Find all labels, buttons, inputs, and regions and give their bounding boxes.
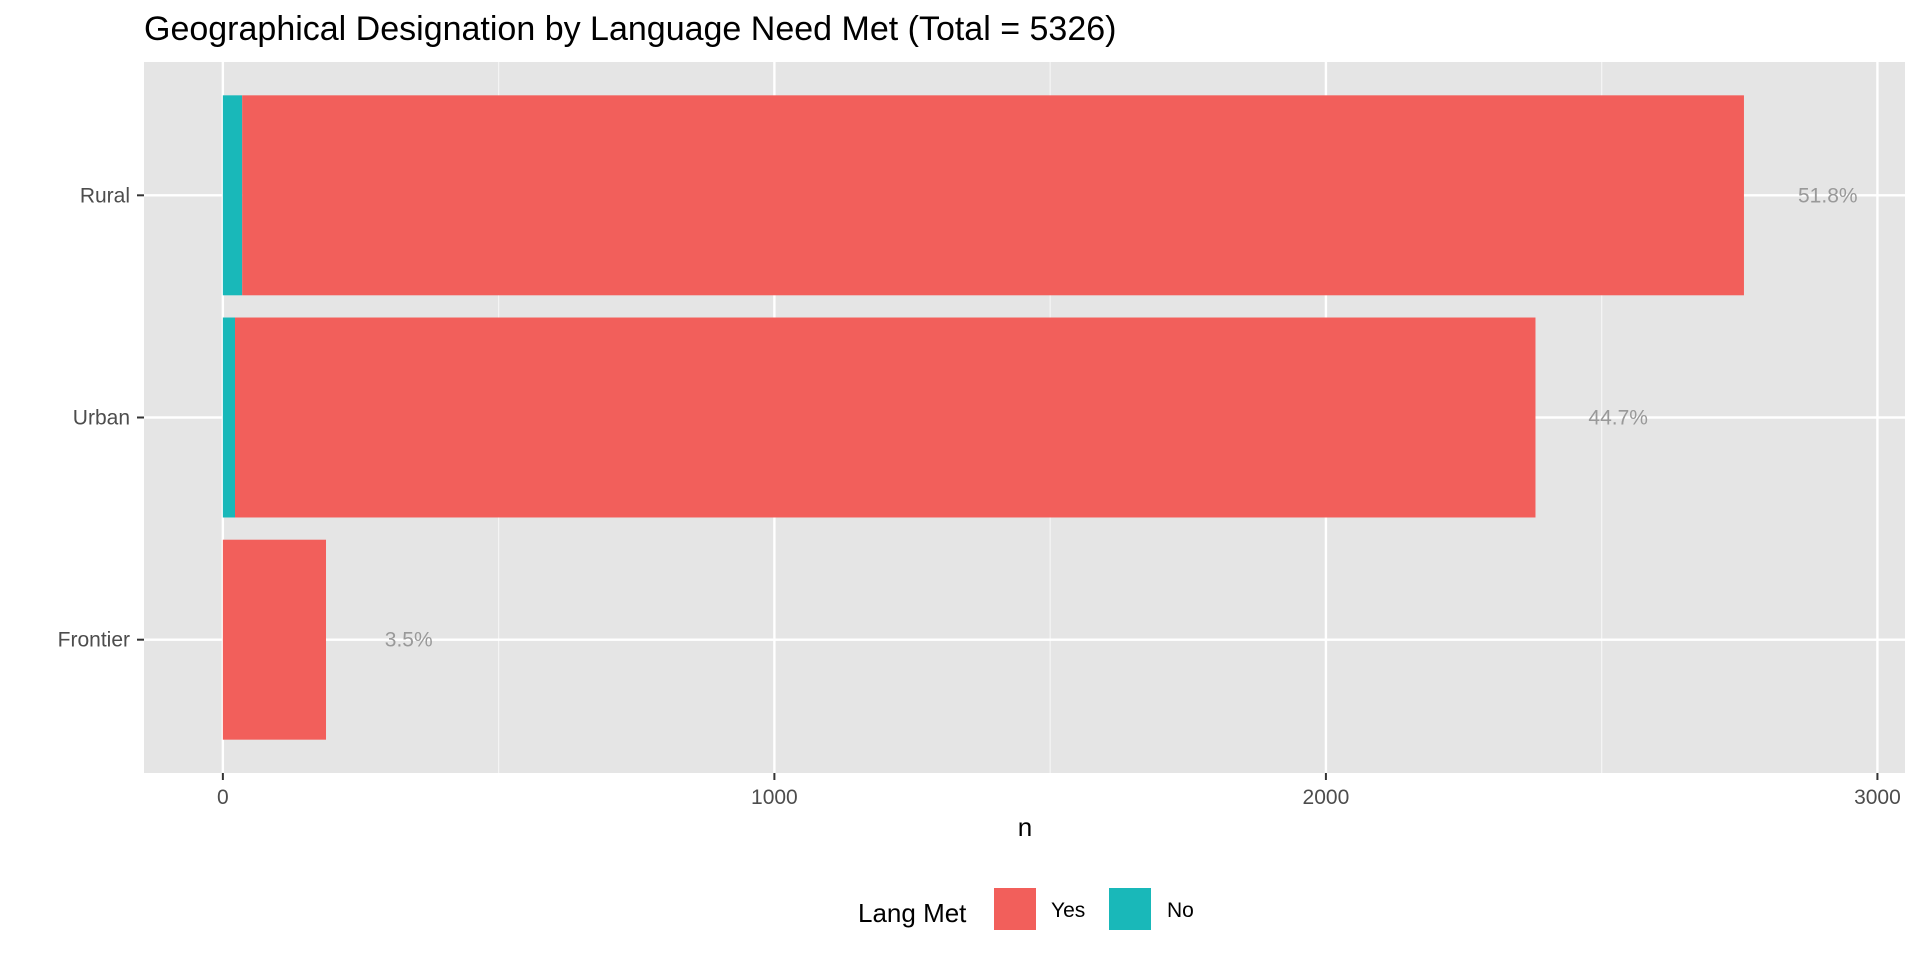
bar-yes-rural [242, 95, 1744, 296]
y-tick-label-rural: Rural [80, 184, 130, 207]
x-tick-label: 3000 [1854, 786, 1901, 809]
legend-key-yes [992, 886, 1038, 932]
x-tick-label: 2000 [1303, 786, 1350, 809]
legend-label-yes: Yes [1051, 899, 1085, 922]
bar-no-rural [222, 95, 243, 296]
legend-key-no [1107, 886, 1153, 932]
chart-title: Geographical Designation by Language Nee… [144, 10, 1116, 48]
bar-yes-frontier [222, 539, 327, 740]
legend-label-no: No [1167, 899, 1194, 922]
percent-label-rural: 51.8% [1798, 184, 1858, 207]
legend-title: Lang Met [858, 898, 967, 928]
bar-yes-urban [235, 317, 1536, 518]
y-tick-label-urban: Urban [73, 407, 130, 430]
y-tick-label-frontier: Frontier [58, 629, 130, 652]
x-tick-label: 0 [217, 786, 229, 809]
x-axis-title: n [1018, 812, 1032, 842]
bar-no-urban [222, 317, 236, 518]
x-tick-label: 1000 [751, 786, 798, 809]
legend: Lang Met Yes No [858, 886, 1194, 932]
plot-area: 3.5% 44.7% 51.8% Frontier Urban Rural 0 1000 200… [58, 62, 1905, 809]
percent-label-urban: 44.7% [1588, 407, 1648, 430]
percent-label-frontier: 3.5% [385, 629, 433, 652]
